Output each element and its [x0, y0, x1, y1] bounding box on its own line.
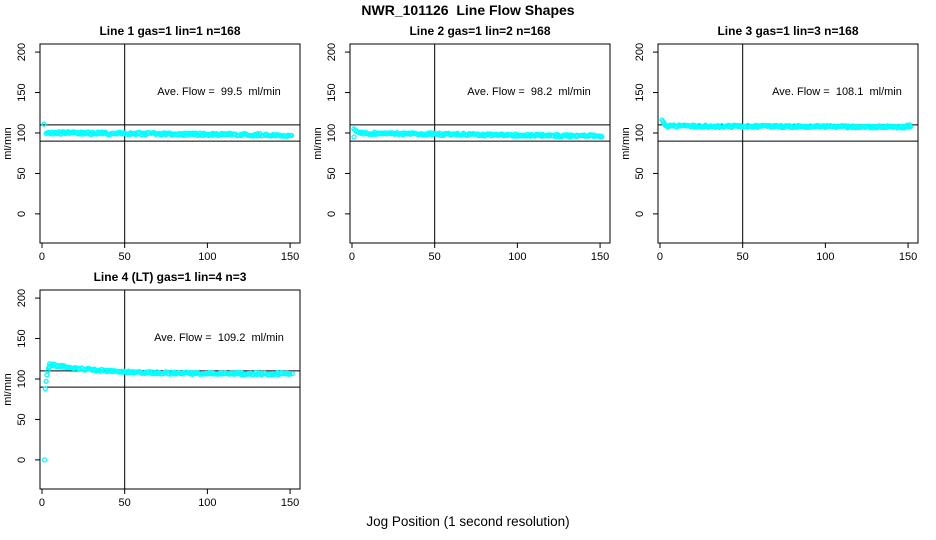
data-point — [708, 123, 714, 129]
y-axis-label: ml/min — [314, 127, 324, 159]
subplot-line-2: Line 2 gas=1 lin=2 n=168 Ave. Flow = 98.… — [314, 20, 624, 292]
y-tick-label: 200 — [16, 43, 28, 61]
y-tick-label: 100 — [16, 124, 28, 142]
subplot-title: Line 4 (LT) gas=1 lin=4 n=3 — [93, 270, 247, 284]
y-tick-label: 50 — [326, 167, 338, 179]
y-tick-label: 0 — [16, 457, 28, 463]
plot-area: 0 50 100 150 0 50 100 150 200 ml/min — [4, 43, 301, 263]
subplot-line-4: Line 4 (LT) gas=1 lin=4 n=3 Ave. Flow = … — [4, 266, 314, 538]
plot-area: 0 50 100 150 0 50 100 150 200 ml/min — [622, 43, 919, 263]
data-point — [136, 131, 142, 137]
subplot-title: Line 2 gas=1 lin=2 n=168 — [409, 24, 551, 38]
data-point — [289, 370, 295, 377]
data-point — [288, 132, 294, 139]
y-tick-label: 200 — [634, 43, 646, 61]
y-tick-label: 200 — [326, 43, 338, 61]
plot-border — [39, 43, 301, 244]
data-point — [599, 134, 605, 140]
y-tick-label: 200 — [16, 289, 28, 307]
data-point — [216, 371, 222, 377]
plot-border — [39, 289, 301, 490]
x-tick-label: 0 — [39, 497, 45, 509]
x-tick-label: 50 — [119, 251, 131, 263]
data-point — [351, 134, 357, 140]
data-point — [42, 386, 48, 392]
y-tick-label: 100 — [634, 124, 646, 142]
y-tick-label: 150 — [326, 83, 338, 101]
y-tick-label: 150 — [634, 83, 646, 101]
y-axis-label: ml/min — [4, 127, 14, 159]
data-point — [409, 130, 416, 136]
y-tick-label: 50 — [634, 167, 646, 179]
x-tick-label: 150 — [281, 497, 299, 509]
subplot-line-1: Line 1 gas=1 lin=1 n=168 Ave. Flow = 99.… — [4, 20, 314, 292]
x-tick-label: 50 — [737, 251, 749, 263]
x-tick-label: 0 — [39, 251, 45, 263]
x-axis-label: Jog Position (1 second resolution) — [366, 514, 570, 529]
y-tick-label: 0 — [326, 211, 338, 217]
y-tick-label: 50 — [16, 413, 28, 425]
x-tick-label: 50 — [429, 251, 441, 263]
subplot-title: Line 1 gas=1 lin=1 n=168 — [99, 24, 241, 38]
x-tick-label: 100 — [816, 251, 834, 263]
x-tick-label: 100 — [508, 251, 526, 263]
figure-title: NWR_101126 Line Flow Shapes — [361, 2, 575, 18]
y-tick-label: 150 — [16, 329, 28, 347]
y-tick-label: 100 — [326, 124, 338, 142]
data-point — [41, 121, 47, 127]
x-tick-label: 150 — [281, 251, 299, 263]
subplot-line-3: Line 3 gas=1 lin=3 n=168 Ave. Flow = 108… — [622, 20, 932, 292]
x-tick-label: 50 — [119, 497, 131, 509]
x-tick-label: 100 — [198, 497, 216, 509]
data-point — [907, 124, 914, 130]
y-tick-label: 0 — [634, 211, 646, 217]
y-axis-label: ml/min — [622, 127, 632, 159]
x-tick-label: 100 — [198, 251, 216, 263]
x-tick-label: 150 — [899, 251, 917, 263]
y-tick-label: 50 — [16, 167, 28, 179]
plot-border — [657, 43, 919, 244]
x-tick-label: 0 — [657, 251, 663, 263]
avg-flow-annotation: Ave. Flow = 99.5 ml/min — [157, 86, 281, 98]
data-point — [287, 371, 293, 377]
y-tick-label: 100 — [16, 370, 28, 388]
plot-border — [349, 43, 611, 244]
x-tick-label: 0 — [349, 251, 355, 263]
plot-area: 0 50 100 150 0 50 100 150 200 ml/min — [314, 43, 611, 263]
data-point — [561, 132, 567, 139]
subplot-title: Line 3 gas=1 lin=3 n=168 — [717, 24, 859, 38]
avg-flow-annotation: Ave. Flow = 108.1 ml/min — [772, 86, 902, 98]
plot-area: 0 50 100 150 0 50 100 150 200 ml/min — [4, 289, 301, 509]
y-tick-label: 0 — [16, 211, 28, 217]
data-point — [41, 457, 48, 463]
avg-flow-annotation: Ave. Flow = 98.2 ml/min — [467, 86, 591, 98]
data-point — [43, 378, 49, 385]
y-axis-label: ml/min — [4, 373, 14, 405]
data-point — [259, 371, 265, 377]
y-tick-label: 150 — [16, 83, 28, 101]
x-tick-label: 150 — [591, 251, 609, 263]
data-point — [45, 368, 51, 374]
avg-flow-annotation: Ave. Flow = 109.2 ml/min — [154, 332, 284, 344]
